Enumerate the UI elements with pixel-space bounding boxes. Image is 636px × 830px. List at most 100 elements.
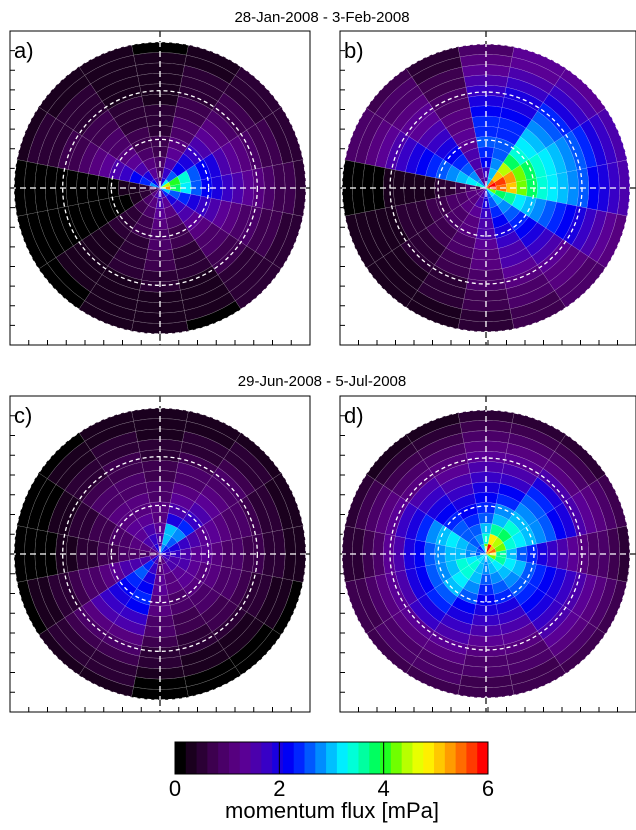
polar-cell: [161, 167, 172, 180]
polar-cell: [485, 547, 497, 555]
polar-cell: [118, 559, 135, 578]
polar-cell: [514, 502, 538, 526]
polar-cell: [119, 605, 149, 626]
row-2-title: 29-Jun-2008 - 5-Jul-2008: [238, 373, 406, 390]
polar-cell: [67, 203, 91, 241]
polar-cell: [169, 126, 196, 145]
polar-cell: [211, 466, 248, 503]
polar-cell: [64, 245, 103, 284]
polar-cell: [445, 193, 461, 212]
polar-cell: [400, 239, 435, 274]
reference-circle: [110, 504, 210, 604]
polar-cell: [185, 559, 202, 578]
polar-cell: [107, 95, 145, 119]
polar-cell: [124, 231, 151, 250]
polar-cell: [445, 530, 461, 549]
polar-cell: [185, 530, 202, 549]
polar-cell: [499, 107, 533, 129]
polar-cell: [508, 144, 530, 166]
polar-cell: [186, 666, 242, 698]
polar-cell: [548, 451, 589, 492]
panel-d: d): [339, 395, 636, 713]
polar-cell: [497, 117, 527, 138]
polar-cell: [241, 169, 255, 207]
polar-cell: [383, 250, 424, 291]
polar-cell: [211, 199, 232, 229]
polar-cell: [113, 614, 147, 637]
colorbar-swatch: [185, 742, 198, 774]
polar-cell: [165, 559, 178, 572]
polar-cell: [487, 533, 498, 546]
colorbar-tick-label: 2: [273, 776, 285, 801]
polar-cell: [537, 239, 572, 274]
polar-cell: [491, 213, 510, 229]
polar-cell: [511, 193, 527, 212]
colorbar-swatch: [239, 742, 252, 774]
polar-cell: [188, 582, 213, 607]
polar-cell: [171, 116, 201, 137]
polar-cell: [246, 208, 273, 253]
colorbar-swatch: [315, 742, 327, 774]
polar-cell: [536, 565, 557, 595]
polar-cell: [176, 557, 191, 572]
polar-cell: [383, 451, 424, 492]
colorbar-swatch: [444, 742, 457, 774]
polar-cell: [133, 418, 187, 432]
polar-cell: [462, 513, 481, 529]
colorbar-swatch: [250, 742, 262, 774]
polar-cell: [88, 513, 109, 543]
polar-cell: [113, 248, 147, 271]
polar-cell: [497, 483, 527, 504]
polar-cell: [434, 462, 471, 486]
polar-cell: [211, 605, 248, 642]
polar-cell: [148, 196, 159, 209]
polar-cell: [139, 176, 152, 187]
polar-cell: [119, 239, 149, 260]
polar-cell: [107, 461, 145, 485]
polar-cell: [479, 177, 487, 189]
polar-cell: [455, 191, 470, 206]
colorbar-swatch: [175, 742, 187, 774]
colorbar: 0 2 4 6: [169, 741, 494, 801]
colorbar-label: momentum flux [mPa]: [225, 798, 439, 823]
polar-cell: [165, 536, 178, 549]
polar-cell: [474, 167, 485, 180]
polar-cell: [422, 442, 467, 469]
polar-cell: [186, 300, 242, 332]
polar-cell: [394, 203, 418, 240]
polar-cell: [129, 170, 144, 185]
colorbar-swatch: [207, 742, 219, 774]
polar-cell: [479, 543, 487, 555]
polar-cell: [499, 473, 533, 495]
polar-cell: [491, 579, 510, 595]
polar-cell: [519, 221, 547, 249]
polar-cell: [462, 147, 481, 163]
polar-cell: [405, 507, 427, 541]
polar-cell: [194, 126, 222, 154]
polar-cell: [474, 533, 485, 546]
colorbar-swatch: [272, 742, 284, 774]
polar-cell: [173, 471, 207, 494]
polar-cell: [474, 562, 485, 575]
polar-cell: [434, 216, 458, 240]
polar-cell: [282, 527, 296, 581]
polar-cell: [502, 191, 517, 206]
panel-b: b): [339, 30, 636, 346]
polar-cell: [136, 512, 155, 529]
polar-cell: [67, 569, 91, 607]
polar-cell: [107, 216, 132, 241]
polar-cell: [479, 553, 487, 565]
polar-cell: [217, 458, 256, 497]
polar-cell: [165, 170, 178, 183]
colorbar-swatch: [347, 742, 359, 774]
polar-cells: [13, 407, 307, 701]
polar-cell: [241, 535, 255, 573]
colorbar-swatch: [358, 742, 370, 774]
polar-cell: [217, 245, 256, 284]
polar-cell: [439, 107, 473, 129]
polar-cell: [171, 199, 187, 215]
polar-cell: [505, 639, 550, 666]
polar-cell: [424, 175, 436, 201]
polar-cell: [571, 573, 598, 618]
